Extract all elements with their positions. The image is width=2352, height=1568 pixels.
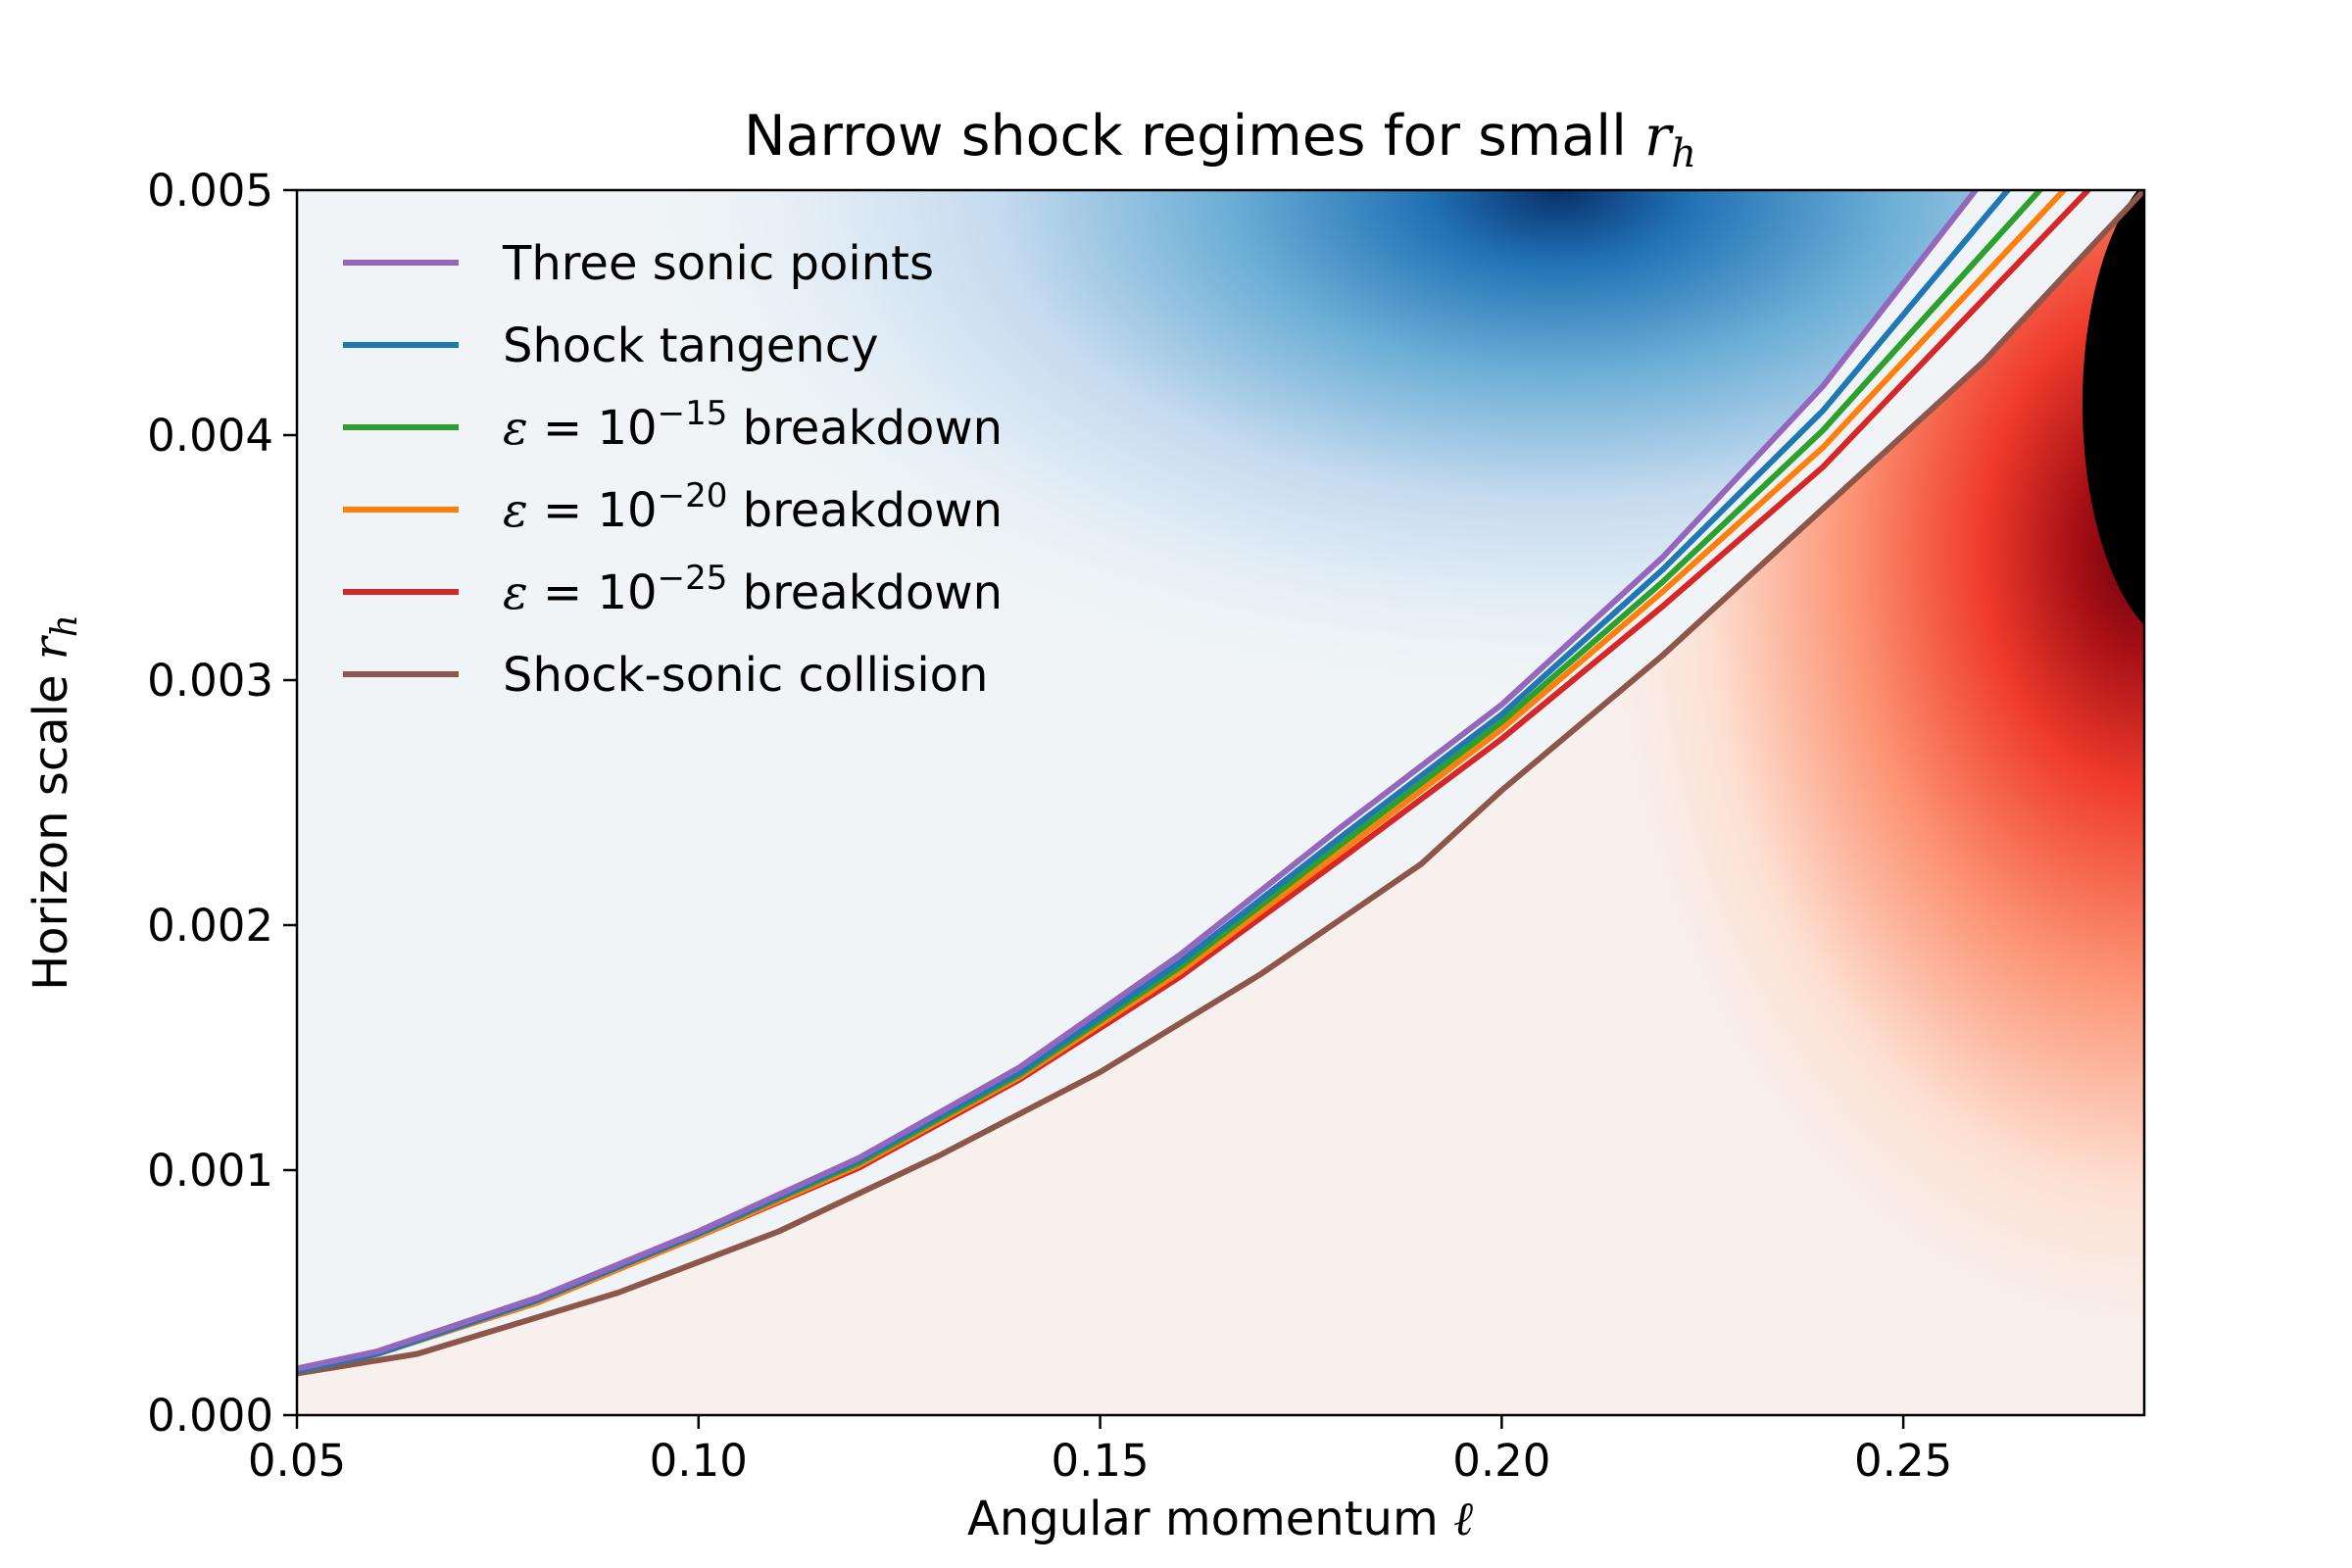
x-axis-label: Angular momentum ℓ — [967, 1492, 1473, 1546]
x-tick-label: 0.20 — [1452, 1435, 1550, 1487]
legend-label-2: ε = 10−15 breakdown — [503, 394, 1003, 456]
legend-label-1: Shock tangency — [503, 318, 879, 373]
series-line-0 — [297, 190, 1980, 1372]
y-tick-label: 0.005 — [147, 165, 273, 217]
x-tick-label: 0.10 — [650, 1435, 748, 1487]
black-saturated-region — [2082, 190, 2144, 625]
plot-frame — [295, 188, 2146, 1417]
legend-label-5: Shock-sonic collision — [503, 648, 988, 703]
y-axis: 0.000 0.001 0.002 0.003 0.004 0.005 — [147, 165, 297, 1442]
legend: Three sonic points Shock tangency ε = 10−1… — [343, 236, 1003, 703]
x-tick-label: 0.05 — [248, 1435, 346, 1487]
y-tick-label: 0.003 — [147, 655, 273, 707]
legend-label-4: ε = 10−25 breakdown — [503, 559, 1003, 620]
x-tick-label: 0.25 — [1854, 1435, 1952, 1487]
blue-contour-region — [297, 190, 1976, 1415]
legend-label-0: Three sonic points — [502, 236, 934, 291]
series-lines — [297, 190, 2144, 1377]
chart-title: Narrow shock regimes for small rh — [744, 104, 1696, 176]
red-contour-region — [297, 190, 2144, 1415]
series-line-5 — [297, 190, 2144, 1377]
legend-label-3: ε = 10−20 breakdown — [503, 476, 1003, 538]
y-tick-label: 0.004 — [147, 410, 273, 462]
y-tick-label: 0.002 — [147, 900, 273, 952]
x-tick-label: 0.15 — [1051, 1435, 1149, 1487]
y-tick-label: 0.000 — [147, 1390, 273, 1442]
y-axis-label: Horizon scale rh — [24, 614, 85, 991]
y-tick-label: 0.001 — [147, 1145, 273, 1197]
x-axis: 0.05 0.10 0.15 0.20 0.25 — [248, 1415, 1952, 1487]
